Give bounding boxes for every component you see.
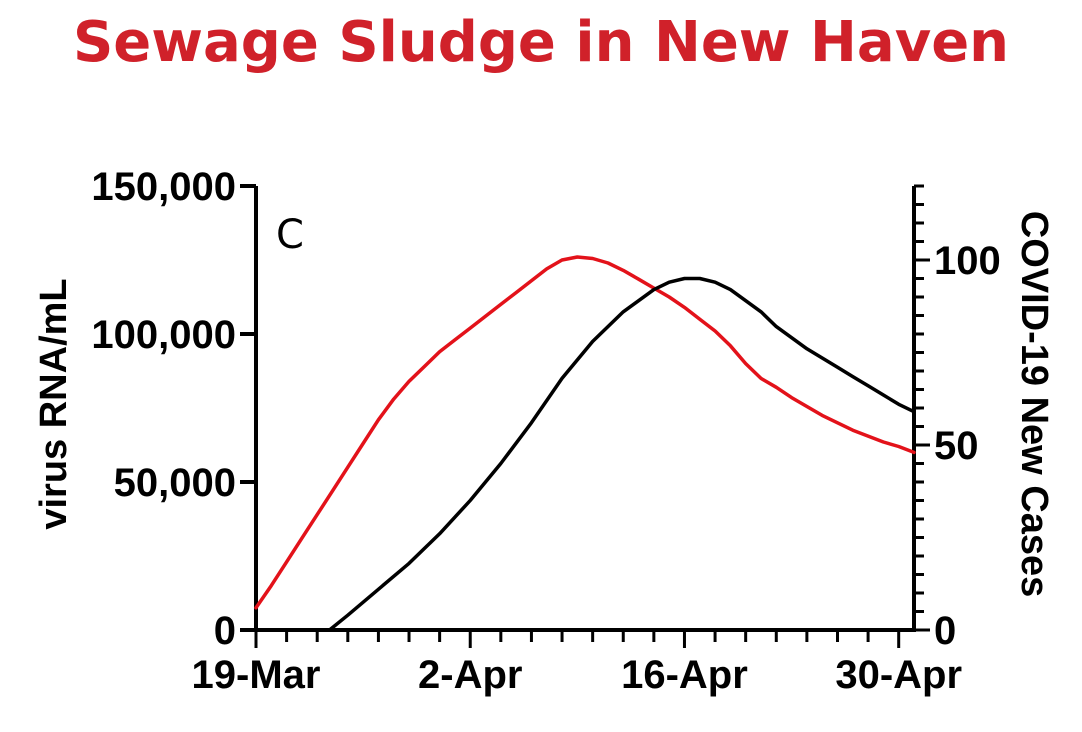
y-tick-label: 0 [214, 609, 236, 653]
y-tick-label: 50,000 [114, 461, 236, 505]
plot-frame [254, 186, 916, 632]
axis-layer: 0 50,000 100,000 150,000 0 50 100 19-Mar 2-Apr 16… [91, 165, 1000, 697]
y2-tick-label: 100 [934, 239, 1001, 283]
x-tick-label: 30-Apr [835, 653, 962, 697]
y-tick-label: 150,000 [91, 165, 236, 209]
chart-title: Sewage Sludge in New Haven [72, 10, 1010, 75]
y2-axis-title: COVID-19 New Cases [1013, 211, 1055, 598]
x-tick-label: 16-Apr [621, 653, 748, 697]
y-axis-title: virus RNA/mL [33, 278, 75, 529]
y2-tick-label: 0 [934, 609, 956, 653]
panel-label: C [276, 212, 304, 258]
series-layer [254, 255, 916, 632]
rna-series-line [254, 255, 916, 610]
x-tick-label: 19-Mar [192, 653, 321, 697]
y2-tick-label: 50 [934, 424, 979, 468]
x-tick-label: 2-Apr [418, 653, 522, 697]
y-tick-label: 100,000 [91, 313, 236, 357]
cases-series-line [327, 276, 916, 632]
